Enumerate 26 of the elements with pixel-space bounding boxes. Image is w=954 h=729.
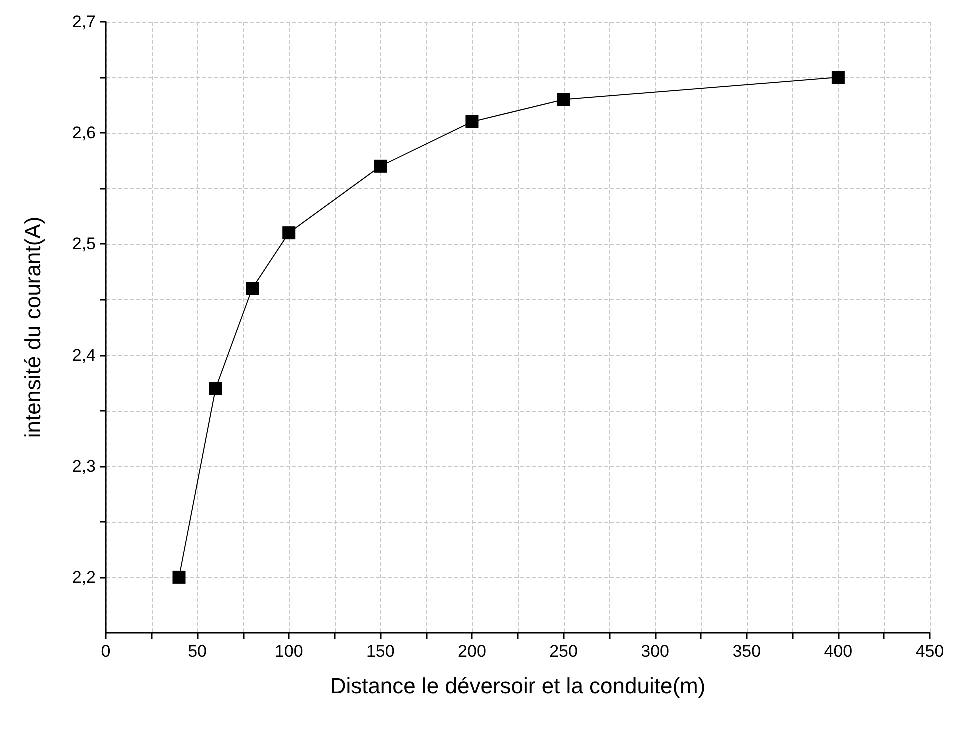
y-tick-label: 2,2: [72, 568, 96, 587]
x-tick-label: 400: [824, 642, 853, 661]
y-tick-label: 2,5: [72, 234, 96, 254]
point: [172, 570, 186, 584]
x-axis-title: Distance le déversoir et la conduite(m): [330, 674, 706, 698]
y-tick-label: 2,3: [72, 456, 96, 476]
point: [466, 115, 479, 128]
point: [374, 160, 388, 173]
point: [557, 93, 570, 106]
point: [209, 382, 222, 396]
y-tick-label: 2,6: [72, 124, 96, 143]
x-tick-label: 200: [458, 642, 486, 661]
x-tick-label: 450: [916, 642, 944, 661]
x-tick-label: 300: [641, 642, 670, 661]
y-tick-label: 2,4: [72, 346, 96, 365]
y-tick-label: 2,7: [72, 12, 96, 32]
x-tick-label: 100: [274, 642, 304, 661]
x-tick-label: 250: [550, 642, 578, 661]
x-tick-label: 350: [732, 642, 762, 661]
x-tick-label: 50: [188, 642, 208, 661]
x-tick-label: 0: [101, 642, 111, 661]
point: [282, 226, 296, 240]
point: [832, 71, 845, 84]
y-axis-title: intensité du courant(A): [20, 216, 46, 438]
x-tick-label: 150: [366, 642, 395, 661]
point: [246, 282, 259, 296]
